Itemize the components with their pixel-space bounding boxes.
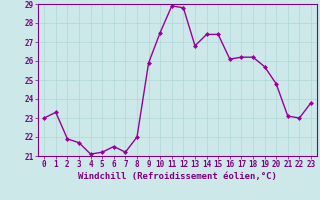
X-axis label: Windchill (Refroidissement éolien,°C): Windchill (Refroidissement éolien,°C): [78, 172, 277, 181]
